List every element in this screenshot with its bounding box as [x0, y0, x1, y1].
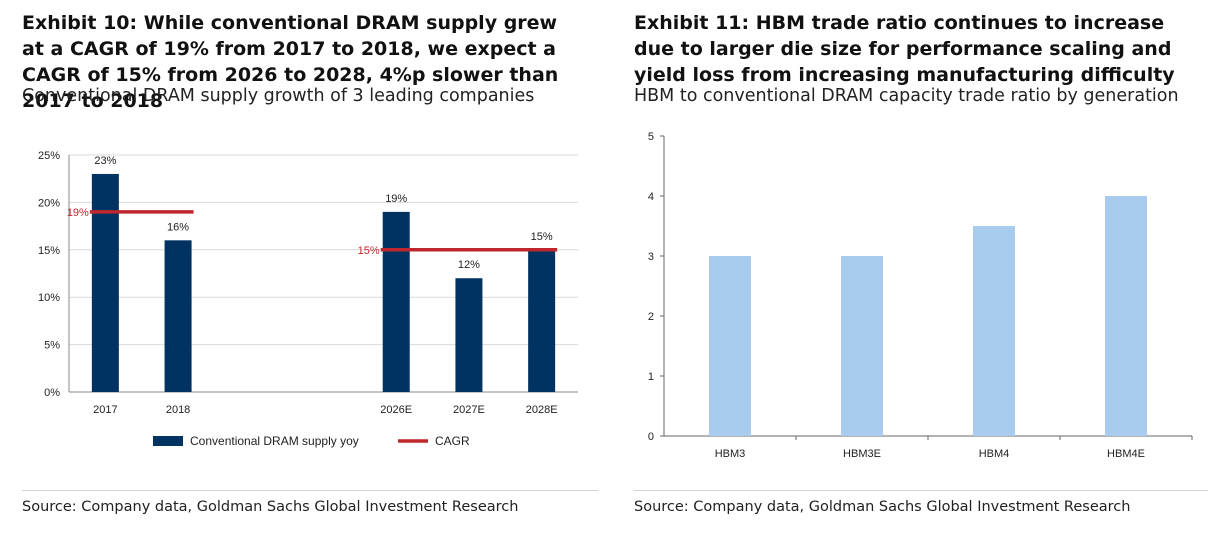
exhibit-11-divider — [634, 490, 1208, 491]
y-tick-label: 3 — [648, 251, 654, 263]
y-tick-label: 1 — [648, 371, 654, 383]
bar — [164, 240, 192, 392]
x-tick-label: HBM3 — [715, 448, 746, 460]
y-tick-label: 5 — [648, 131, 654, 143]
bar — [382, 211, 410, 392]
x-tick-label: 2026E — [380, 404, 412, 416]
y-tick-label: 0 — [648, 431, 654, 443]
data-label: 15% — [531, 231, 553, 243]
data-label: 16% — [167, 221, 189, 233]
bar — [1105, 196, 1147, 436]
y-tick-label: 2 — [648, 311, 654, 323]
x-tick-label: 2028E — [526, 404, 558, 416]
bar — [973, 226, 1015, 436]
data-label: 23% — [94, 155, 116, 167]
exhibit-10-divider — [22, 490, 598, 491]
bar — [709, 256, 751, 436]
x-tick-label: HBM4 — [979, 448, 1010, 460]
y-tick-label: 15% — [38, 245, 60, 257]
bar — [455, 278, 483, 392]
y-tick-label: 4 — [648, 191, 654, 203]
bar — [91, 173, 119, 392]
y-tick-label: 10% — [38, 292, 60, 304]
legend-label-cagr: CAGR — [435, 434, 470, 448]
exhibit-10-subtitle: Conventional DRAM supply growth of 3 lea… — [22, 86, 535, 106]
x-tick-label: HBM4E — [1107, 448, 1145, 460]
exhibit-11-title: Exhibit 11: HBM trade ratio continues to… — [634, 12, 1175, 86]
bar — [841, 256, 883, 436]
data-label: 12% — [458, 259, 480, 271]
exhibit-10-source: Source: Company data, Goldman Sachs Glob… — [22, 499, 519, 515]
exhibit-11-subtitle: HBM to conventional DRAM capacity trade … — [634, 86, 1179, 106]
data-label: 19% — [385, 193, 407, 205]
y-tick-label: 5% — [44, 340, 60, 352]
y-tick-label: 20% — [38, 197, 60, 209]
x-tick-label: 2027E — [453, 404, 485, 416]
cagr-label: 19% — [67, 207, 89, 219]
exhibit-10-title: Exhibit 10: While conventional DRAM supp… — [22, 12, 559, 112]
exhibit-11-source: Source: Company data, Goldman Sachs Glob… — [634, 499, 1131, 515]
bar — [528, 249, 556, 392]
cagr-label: 15% — [358, 245, 380, 257]
dram-supply-growth-chart: 0% 5% 10% 15% 20% 25% 2017 23% 2018 16% 2026E 19% 20… — [38, 150, 578, 448]
y-tick-label: 25% — [38, 150, 60, 162]
x-tick-label: HBM3E — [843, 448, 881, 460]
x-tick-label: 2018 — [166, 404, 190, 416]
hbm-trade-ratio-chart: 0 1 2 3 4 5 HBM3 HBM3E HBM4 HBM4E — [648, 131, 1193, 460]
legend-label-bars: Conventional DRAM supply yoy — [190, 434, 359, 448]
x-tick-label: 2017 — [93, 404, 117, 416]
y-tick-label: 0% — [44, 387, 60, 399]
legend-swatch-bars — [153, 436, 183, 446]
